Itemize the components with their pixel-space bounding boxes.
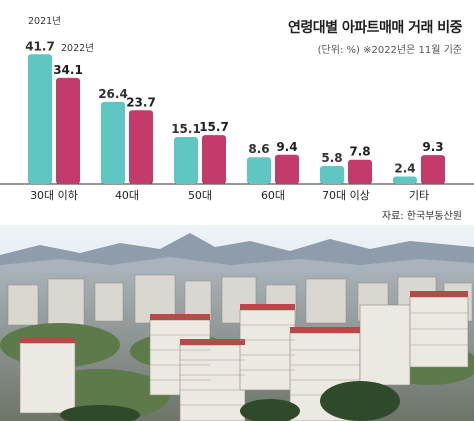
category-label-5: 기타 — [409, 189, 429, 202]
source-note: 자료: 한국부동산원 — [381, 211, 462, 222]
bar-2022-4 — [348, 159, 372, 184]
value-label-2022-0: 34.1 — [53, 63, 83, 77]
bar-2021-3 — [247, 157, 271, 184]
category-label-1: 40대 — [115, 189, 139, 202]
value-label-2021-1: 26.4 — [98, 87, 128, 101]
bar-2022-2 — [202, 135, 226, 184]
bar-2022-0 — [56, 77, 80, 184]
bar-2021-1 — [101, 101, 125, 184]
chart-title: 연령대별 아파트매매 거래 비중 — [287, 20, 463, 36]
category-label-2: 50대 — [188, 189, 212, 202]
bar-chart: 41.7 34.1 30대 이하 26.423.7 40대 15.115.7 50대 8.6 9… — [0, 39, 474, 202]
bar-2021-5 — [393, 176, 417, 184]
value-label-2021-3: 8.6 — [248, 142, 269, 156]
bar-2021-4 — [320, 165, 344, 184]
value-label-2022-4: 7.8 — [349, 145, 370, 159]
legend-2021: 2021년 — [28, 16, 61, 27]
category-label-0: 30대 이하 — [30, 188, 78, 202]
value-label-2022-2: 15.7 — [199, 120, 229, 134]
category-label-4: 70대 이상 — [322, 189, 370, 202]
bar-2022-5 — [421, 155, 445, 184]
value-label-2021-4: 5.8 — [321, 151, 342, 165]
chart-subtitle: (단위: %) ※2022년은 11월 기준 — [317, 45, 462, 56]
value-label-2022-5: 9.3 — [422, 140, 443, 154]
bar-2022-3 — [275, 154, 299, 184]
bar-2021-0 — [28, 54, 52, 185]
value-label-2021-5: 2.4 — [394, 162, 415, 176]
value-label-2021-2: 15.1 — [171, 122, 201, 136]
category-label-3: 60대 — [261, 189, 285, 202]
value-label-2022-1: 23.7 — [126, 95, 156, 109]
bar-2021-2 — [174, 137, 198, 184]
value-label-2021-0: 41.7 — [25, 39, 55, 53]
value-label-2022-3: 9.4 — [276, 140, 297, 154]
bar-2022-1 — [129, 110, 153, 184]
apartment-city-photo — [0, 225, 474, 421]
legend-2022: 2022년 — [61, 43, 94, 54]
